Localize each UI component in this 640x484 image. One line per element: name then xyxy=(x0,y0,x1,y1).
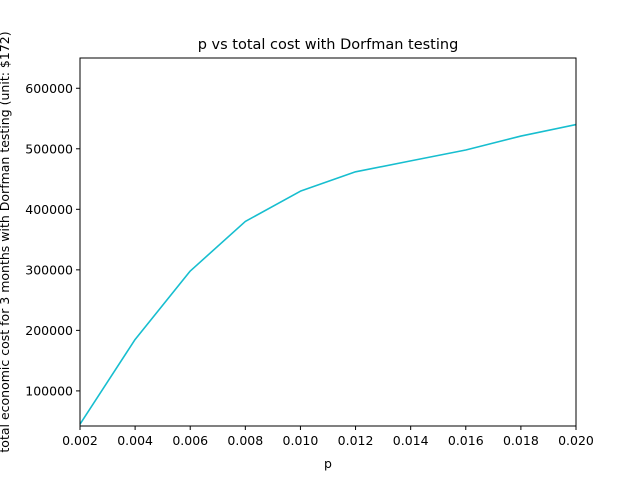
ticks-layer: 0.002 0.004 0.006 0.008 0.010 0.012 0.014 0.016… xyxy=(25,81,594,448)
data-point xyxy=(520,135,522,137)
y-tick-label: 600000 xyxy=(25,81,73,96)
data-point xyxy=(189,270,191,272)
data-point xyxy=(245,221,247,223)
x-tick-label: 0.012 xyxy=(338,433,374,448)
x-tick-label: 0.014 xyxy=(393,433,429,448)
data-point xyxy=(300,190,302,192)
x-axis-label: p xyxy=(324,456,332,471)
plot-area xyxy=(79,123,577,425)
data-point xyxy=(465,149,467,151)
y-tick-label: 500000 xyxy=(25,141,73,156)
x-tick-label: 0.004 xyxy=(117,433,153,448)
x-tick-label: 0.018 xyxy=(503,433,539,448)
y-tick-label: 400000 xyxy=(25,202,73,217)
chart-title: p vs total cost with Dorfman testing xyxy=(198,37,459,53)
series-line-0 xyxy=(79,123,577,425)
data-point xyxy=(355,171,357,173)
y-tick-label: 200000 xyxy=(25,323,73,338)
x-tick-label: 0.010 xyxy=(283,433,319,448)
y-axis-label: total economic cost for 3 months with Do… xyxy=(0,31,12,452)
plot-frame xyxy=(79,57,577,427)
x-tick-label: 0.008 xyxy=(227,433,263,448)
x-tick-label: 0.016 xyxy=(448,433,484,448)
data-point xyxy=(134,339,136,341)
x-tick-label: 0.006 xyxy=(172,433,208,448)
data-point xyxy=(410,160,412,162)
x-tick-label: 0.002 xyxy=(62,433,98,448)
y-tick-label: 300000 xyxy=(25,262,73,277)
x-tick-label: 0.020 xyxy=(558,433,594,448)
y-tick-label: 100000 xyxy=(25,383,73,398)
